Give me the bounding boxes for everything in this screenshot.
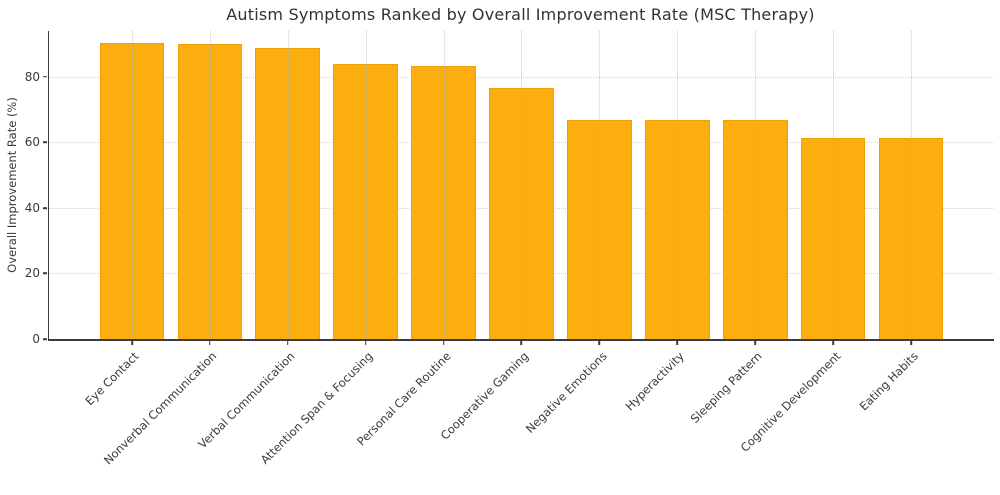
x-tick-label: Hyperactivity: [622, 349, 688, 414]
y-axis-label: Overall Improvement Rate (%): [5, 97, 19, 273]
gridline-v: [833, 31, 835, 339]
x-tick-label: Sleeping Pattern: [688, 349, 766, 426]
x-tick-label: Eating Habits: [856, 349, 921, 414]
bars-container: Eye Contact Nonverbal Communication Verbal…: [49, 31, 994, 467]
x-tick-mark: [286, 341, 289, 345]
bar-slot: Verbal Communication: [195, 31, 327, 451]
gridline-v: [131, 31, 133, 339]
y-tick-mark-20: [43, 272, 48, 275]
x-tick-mark: [832, 341, 834, 345]
x-tick-mark: [598, 341, 601, 345]
bar-slot: Attention Span & Focusing: [258, 31, 405, 467]
y-tick-mark-40: [43, 207, 48, 209]
x-tick-label: Negative Emotions: [522, 349, 610, 436]
gridline-v: [911, 31, 913, 339]
bar-slot: Negative Emotions: [522, 31, 638, 436]
bar-slot: Eating Habits: [857, 31, 950, 413]
bar-slot: Cognitive Development: [737, 31, 872, 455]
y-tick-label-20: 20: [24, 266, 40, 281]
y-tick-mark-80: [43, 76, 48, 78]
bar-slot: Cooperative Gaming: [438, 31, 561, 443]
x-tick-mark: [910, 341, 912, 345]
gridline-v: [287, 31, 289, 339]
gridline-v: [599, 31, 601, 339]
gridline-v: [209, 31, 211, 339]
x-tick-mark: [364, 341, 367, 345]
x-tick-mark: [131, 341, 133, 345]
chart-title: Autism Symptoms Ranked by Overall Improv…: [226, 5, 815, 24]
bar-slot: Personal Care Routine: [354, 31, 483, 448]
y-tick-mark-60: [43, 141, 48, 144]
y-tick-label-60: 60: [24, 135, 40, 150]
bar-slot: Nonverbal Communication: [101, 31, 249, 467]
y-tick-label-40: 40: [24, 200, 40, 215]
x-tick-mark: [754, 341, 756, 345]
gridline-v: [443, 31, 445, 339]
x-tick-label: Eye Contact: [82, 349, 142, 409]
gridline-v: [677, 31, 679, 339]
x-tick-mark: [209, 341, 211, 345]
gridline-v: [755, 31, 757, 339]
bar-slot: Eye Contact: [83, 31, 171, 408]
x-tick-mark: [676, 341, 679, 345]
x-tick-label: Cooperative Gaming: [437, 349, 532, 443]
plot-area: Eye Contact Nonverbal Communication Verbal…: [25, 31, 994, 467]
y-tick-label-0: 0: [32, 332, 40, 346]
bar-slot: Hyperactivity: [623, 31, 716, 413]
y-tick-mark-0: [43, 338, 48, 340]
gridline-v: [365, 31, 367, 339]
x-tick-mark: [442, 341, 445, 345]
y-tick-label-80: 80: [24, 69, 40, 84]
gridline-v: [521, 31, 523, 339]
x-tick-mark: [520, 341, 523, 345]
bar-slot: Sleeping Pattern: [688, 31, 794, 426]
